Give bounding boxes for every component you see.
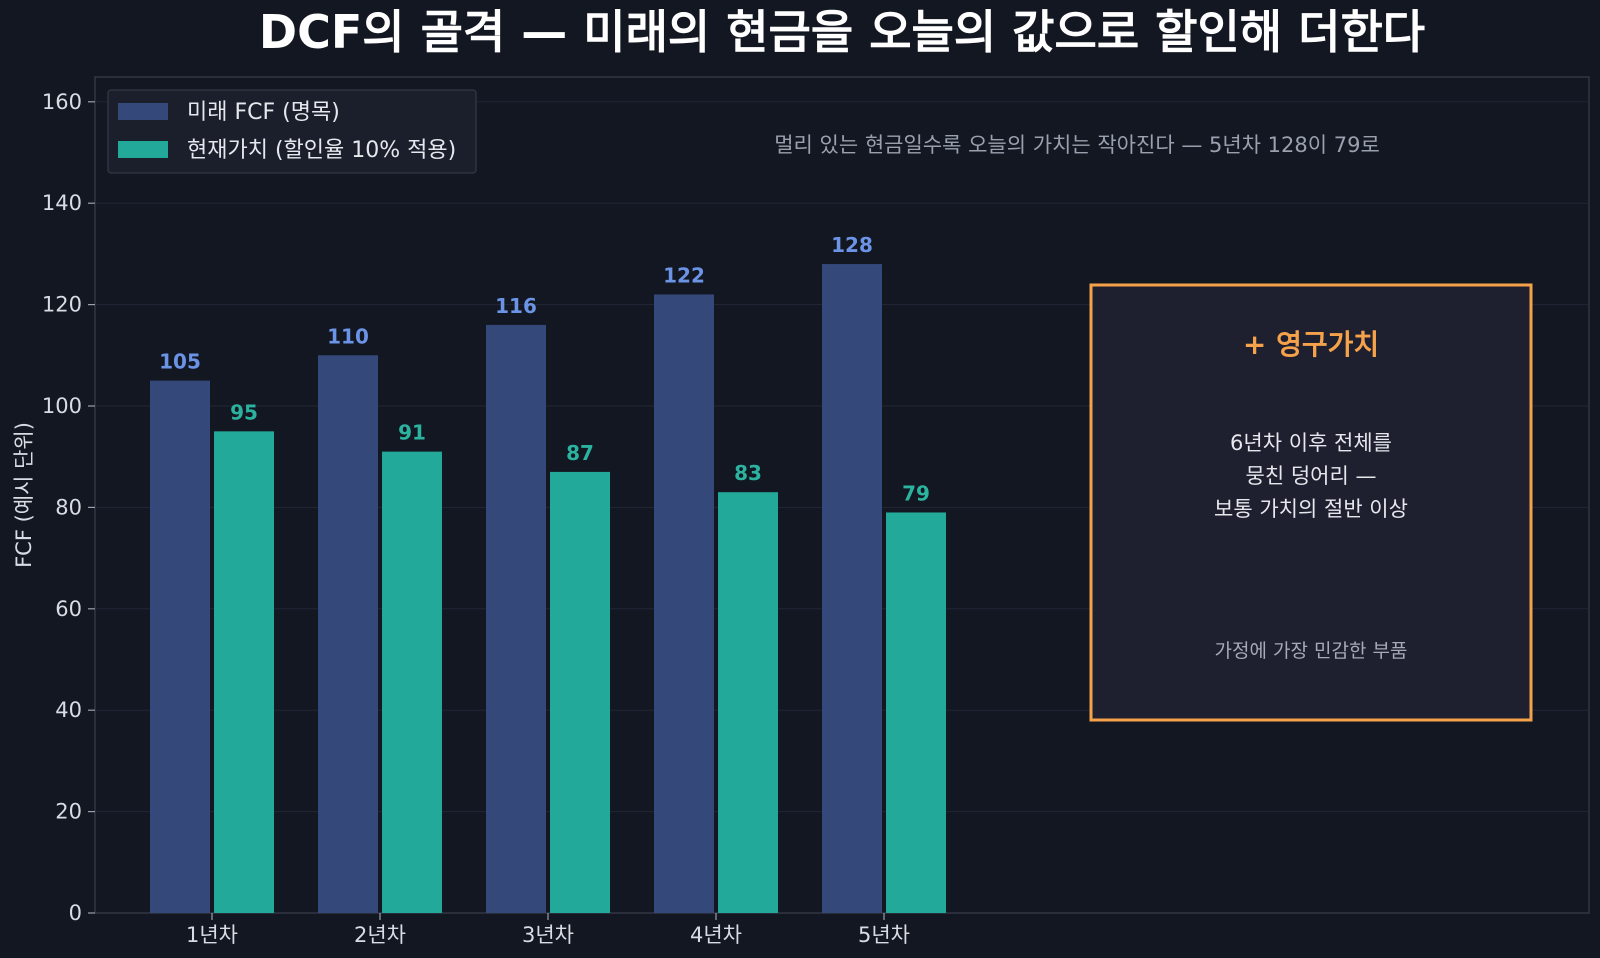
- bar-value-label: 105: [159, 350, 201, 374]
- legend-swatch-nominal: [118, 103, 168, 120]
- chart-title: DCF의 골격 — 미래의 현금을 오늘의 값으로 할인해 더한다: [259, 5, 1425, 59]
- bar-present-value: [382, 451, 442, 913]
- y-tick-label: 60: [55, 597, 82, 621]
- y-tick-label: 20: [55, 800, 82, 824]
- bar-value-label: 128: [831, 233, 873, 257]
- bar-nominal-fcf: [822, 264, 882, 913]
- chart-subtitle: 멀리 있는 현금일수록 오늘의 가치는 작아진다 — 5년차 128이 79로: [774, 133, 1380, 157]
- x-tick-label: 1년차: [186, 923, 238, 947]
- y-tick-label: 160: [42, 90, 82, 114]
- terminal-value-note: 가정에 가장 민감한 부품: [1215, 640, 1408, 662]
- bar-value-label: 79: [902, 481, 930, 505]
- x-axis-ticks: 1년차 2년차 3년차 4년차 5년차: [186, 913, 910, 947]
- bar-value-labels: 105 95 110 91 116 87 122 83 128 79: [159, 233, 930, 505]
- y-tick-label: 0: [69, 901, 82, 925]
- terminal-value-box: + 영구가치 6년차 이후 전체를 뭉친 덩어리 — 보통 가치의 절반 이상 …: [1089, 283, 1533, 722]
- y-tick-label: 140: [42, 191, 82, 215]
- bar-present-value: [886, 512, 946, 913]
- y-axis-ticks: 0 20 40 60 80 100 120 140 160: [42, 90, 95, 925]
- legend: 미래 FCF (명목) 현재가치 (할인율 10% 적용): [107, 89, 477, 174]
- bar-present-value: [550, 471, 610, 913]
- x-tick-label: 5년차: [858, 923, 910, 947]
- bar-value-label: 83: [734, 461, 762, 485]
- bar-present-value: [214, 431, 274, 913]
- y-tick-label: 100: [42, 394, 82, 418]
- bar-value-label: 110: [327, 324, 369, 348]
- bar-value-label: 116: [495, 294, 537, 318]
- bar-nominal-fcf: [150, 380, 210, 913]
- y-axis-label: FCF (예시 단위): [12, 422, 36, 568]
- bar-value-label: 122: [663, 263, 705, 287]
- x-tick-label: 2년차: [354, 923, 406, 947]
- terminal-value-title: + 영구가치: [1243, 328, 1379, 361]
- terminal-value-line-1: 6년차 이후 전체를: [1230, 431, 1392, 455]
- terminal-value-line-2: 뭉친 덩어리 —: [1246, 464, 1377, 488]
- terminal-value-line-3: 보통 가치의 절반 이상: [1214, 497, 1408, 521]
- terminal-value-box-frame: [1089, 283, 1533, 722]
- bar-value-label: 91: [398, 421, 426, 445]
- y-tick-label: 120: [42, 293, 82, 317]
- bar-nominal-fcf: [486, 324, 546, 913]
- y-tick-label: 40: [55, 698, 82, 722]
- bar-nominal-fcf: [654, 294, 714, 914]
- y-tick-label: 80: [55, 495, 82, 519]
- bar-value-label: 87: [566, 441, 594, 465]
- legend-swatch-present-value: [118, 141, 168, 158]
- x-tick-label: 4년차: [690, 923, 742, 947]
- bar-present-value: [718, 492, 778, 913]
- bar-value-label: 95: [230, 400, 258, 424]
- x-tick-label: 3년차: [522, 923, 574, 947]
- bars: [150, 264, 946, 914]
- legend-frame: [107, 89, 477, 174]
- legend-label-nominal: 미래 FCF (명목): [187, 100, 340, 125]
- bar-nominal-fcf: [318, 355, 378, 913]
- legend-label-present-value: 현재가치 (할인율 10% 적용): [187, 138, 456, 163]
